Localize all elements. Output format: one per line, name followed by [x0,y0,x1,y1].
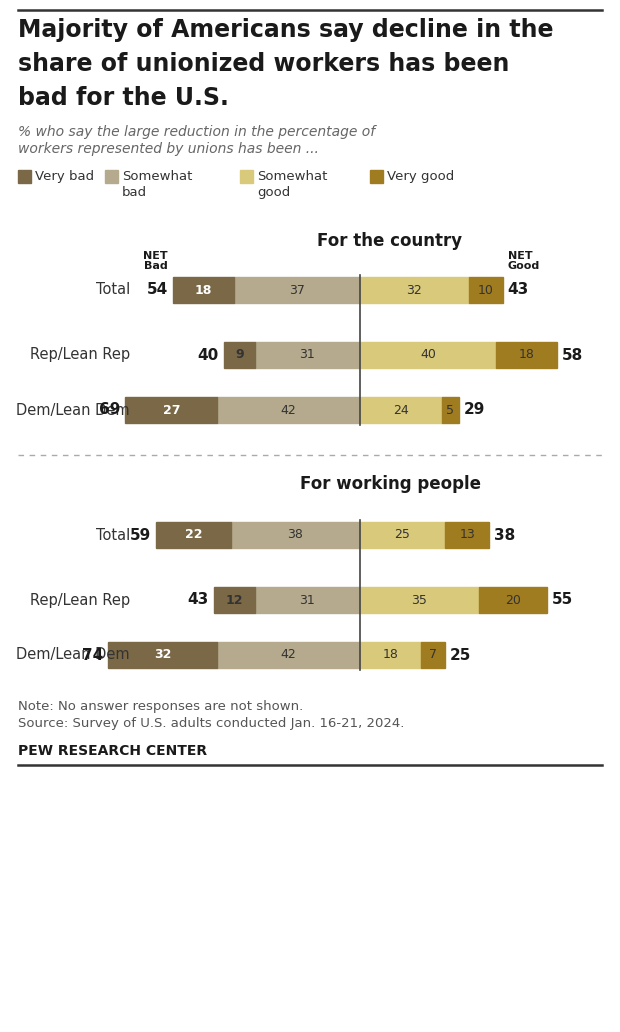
Bar [173,277,234,303]
Bar [479,587,547,613]
Text: 74: 74 [82,647,104,663]
Bar [217,397,360,423]
Text: 43: 43 [187,592,209,608]
Bar [360,522,445,548]
Bar [125,397,217,423]
Text: 25: 25 [450,647,471,663]
Text: 55: 55 [552,592,574,608]
Text: Note: No answer responses are not shown.: Note: No answer responses are not shown. [18,700,303,713]
Text: Rep/Lean Rep: Rep/Lean Rep [30,348,130,362]
Text: 13: 13 [459,528,475,542]
Text: Dem/Lean Dem: Dem/Lean Dem [16,647,130,663]
Text: 12: 12 [226,593,243,607]
Text: 18: 18 [195,284,212,296]
Text: PEW RESEARCH CENTER: PEW RESEARCH CENTER [18,744,207,757]
Text: 5: 5 [446,404,454,417]
Text: 27: 27 [162,404,180,417]
Text: 29: 29 [464,402,485,418]
Text: 54: 54 [147,283,168,297]
Text: 40: 40 [420,349,436,361]
Text: Very bad: Very bad [35,170,94,183]
Text: 20: 20 [505,593,521,607]
Bar [255,342,360,368]
Bar [469,277,503,303]
Text: Rep/Lean Rep: Rep/Lean Rep [30,592,130,608]
Text: For working people: For working people [299,475,480,493]
Bar [108,642,217,668]
Text: 31: 31 [299,349,315,361]
Text: 40: 40 [198,348,219,362]
Text: Total: Total [95,527,130,543]
Bar [255,587,360,613]
Text: Source: Survey of U.S. adults conducted Jan. 16-21, 2024.: Source: Survey of U.S. adults conducted … [18,717,404,730]
Text: 58: 58 [562,348,583,362]
Bar [360,397,441,423]
Text: Very good: Very good [387,170,454,183]
Text: 25: 25 [394,528,410,542]
Bar [360,277,469,303]
Text: % who say the large reduction in the percentage of: % who say the large reduction in the per… [18,125,375,139]
Text: 69: 69 [99,402,120,418]
Text: Total: Total [95,283,130,297]
Bar [370,170,383,183]
Text: workers represented by unions has been ...: workers represented by unions has been .… [18,142,319,156]
Text: 43: 43 [508,283,529,297]
Text: 32: 32 [407,284,422,296]
Bar [18,170,31,183]
Text: 24: 24 [393,404,409,417]
Text: share of unionized workers has been: share of unionized workers has been [18,52,510,76]
Bar [156,522,231,548]
Bar [360,342,496,368]
Text: 42: 42 [281,404,296,417]
Text: Dem/Lean Dem: Dem/Lean Dem [16,402,130,418]
Text: For the country: For the country [317,232,463,250]
Bar [496,342,557,368]
Text: 37: 37 [289,284,305,296]
Text: 32: 32 [154,648,172,662]
Bar [441,397,459,423]
Text: 31: 31 [299,593,315,607]
Bar [231,522,360,548]
Text: 38: 38 [494,527,515,543]
Bar [360,642,421,668]
Bar [360,587,479,613]
Bar [421,642,445,668]
Bar [445,522,489,548]
Text: 18: 18 [383,648,399,662]
Text: 9: 9 [235,349,244,361]
Bar [240,170,253,183]
Text: NET: NET [143,251,168,261]
Text: Somewhat
bad: Somewhat bad [122,170,192,199]
Text: Good: Good [508,261,540,271]
Bar [217,642,360,668]
Text: Bad: Bad [144,261,168,271]
Text: Majority of Americans say decline in the: Majority of Americans say decline in the [18,18,554,42]
Text: 42: 42 [281,648,296,662]
Text: bad for the U.S.: bad for the U.S. [18,86,229,110]
Bar [214,587,255,613]
Text: 38: 38 [288,528,303,542]
Text: Somewhat
good: Somewhat good [257,170,327,199]
Bar [224,342,255,368]
Text: 35: 35 [412,593,427,607]
Text: 59: 59 [130,527,151,543]
Text: 7: 7 [429,648,437,662]
Bar [105,170,118,183]
Bar [234,277,360,303]
Text: NET: NET [508,251,533,261]
Text: 18: 18 [519,349,534,361]
Text: 22: 22 [185,528,202,542]
Text: 10: 10 [478,284,494,296]
